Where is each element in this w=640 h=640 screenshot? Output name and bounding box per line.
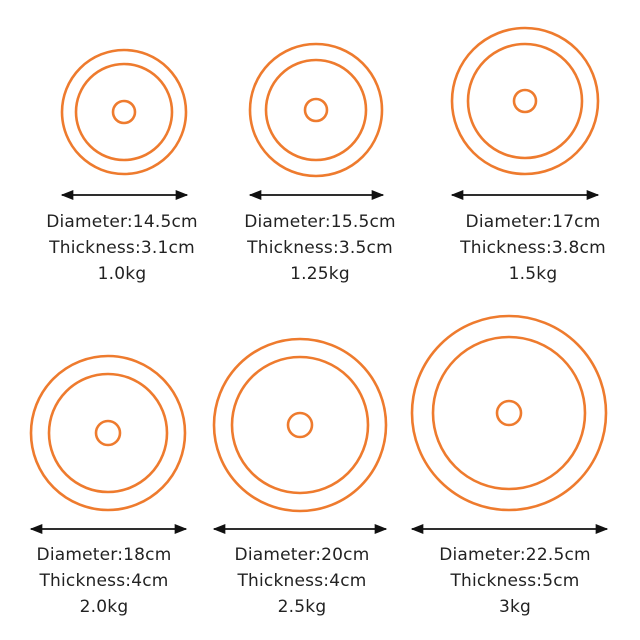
plate-5-spec: Diameter:20cm Thickness:4cm 2.5kg — [202, 542, 402, 620]
plate-4-diameter-label: Diameter:18cm — [36, 545, 172, 565]
plate-5-inner-ring — [230, 355, 370, 495]
plate-5-thickness-label: Thickness:4cm — [237, 571, 367, 591]
plate-6-weight-label: 3kg — [498, 597, 532, 617]
plate-6-outer-ring — [410, 314, 608, 512]
plate-2-weight-label: 1.25kg — [290, 264, 350, 284]
plate-1-inner-ring — [74, 62, 174, 162]
plate-3-diameter-label: Diameter:17cm — [465, 212, 601, 232]
plate-5-outer-ring — [212, 337, 388, 513]
plate-2 — [248, 42, 385, 201]
plate-5-weight-label: 2.5kg — [277, 597, 327, 617]
plate-3-weight-label: 1.5kg — [508, 264, 558, 284]
plate-6 — [410, 314, 609, 535]
plate-3-inner-ring — [466, 42, 584, 160]
plate-3 — [450, 26, 600, 201]
plate-4-spec: Diameter:18cm Thickness:4cm 2.0kg — [4, 542, 204, 620]
plate-6-thickness-label: Thickness:5cm — [450, 571, 580, 591]
plate-1-weight-label: 1.0kg — [97, 264, 147, 284]
plate-4-outer-ring — [29, 354, 187, 512]
plate-6-diameter-label: Diameter:22.5cm — [439, 545, 591, 565]
plate-6-spec: Diameter:22.5cm Thickness:5cm 3kg — [415, 542, 615, 620]
plate-2-spec: Diameter:15.5cm Thickness:3.5cm 1.25kg — [220, 209, 420, 287]
plate-1-spec: Diameter:14.5cm Thickness:3.1cm 1.0kg — [22, 209, 222, 287]
plate-5 — [212, 337, 388, 535]
plate-1-outer-ring — [60, 48, 188, 176]
plate-3-thickness-label: Thickness:3.8cm — [460, 238, 606, 258]
plate-2-outer-ring — [248, 42, 384, 178]
plate-3-spec: Diameter:17cm Thickness:3.8cm 1.5kg — [433, 209, 633, 287]
plate-1 — [60, 48, 189, 201]
plate-5-center-hole — [286, 411, 314, 439]
plate-6-inner-ring — [431, 335, 587, 491]
plate-3-center-hole — [512, 88, 538, 114]
plate-5-diameter-label: Diameter:20cm — [234, 545, 370, 565]
plate-4 — [29, 354, 188, 535]
plate-3-outer-ring — [450, 26, 600, 176]
plate-2-inner-ring — [264, 58, 368, 162]
plate-2-thickness-label: Thickness:3.5cm — [247, 238, 393, 258]
plate-4-weight-label: 2.0kg — [79, 597, 129, 617]
plate-4-center-hole — [94, 419, 122, 447]
plate-1-thickness-label: Thickness:3.1cm — [49, 238, 195, 258]
plate-2-center-hole — [303, 97, 329, 123]
plate-6-center-hole — [495, 399, 523, 427]
plate-4-inner-ring — [47, 372, 169, 494]
plate-1-diameter-label: Diameter:14.5cm — [46, 212, 198, 232]
plate-2-diameter-label: Diameter:15.5cm — [244, 212, 396, 232]
plate-1-center-hole — [111, 99, 137, 125]
plate-4-thickness-label: Thickness:4cm — [39, 571, 169, 591]
